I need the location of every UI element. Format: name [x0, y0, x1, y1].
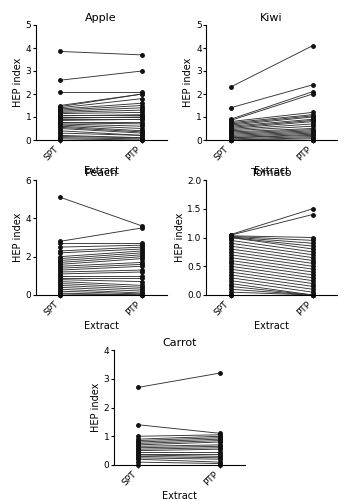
- X-axis label: Extract: Extract: [254, 322, 289, 332]
- X-axis label: Extract: Extract: [84, 166, 119, 176]
- Y-axis label: HEP index: HEP index: [13, 213, 23, 262]
- Title: Apple: Apple: [85, 13, 117, 23]
- Title: Tomato: Tomato: [251, 168, 292, 178]
- Y-axis label: HEP index: HEP index: [183, 58, 193, 107]
- X-axis label: Extract: Extract: [254, 166, 289, 176]
- Y-axis label: HEP index: HEP index: [13, 58, 23, 107]
- Y-axis label: HEP index: HEP index: [175, 213, 185, 262]
- X-axis label: Extract: Extract: [162, 492, 197, 500]
- Y-axis label: HEP index: HEP index: [91, 383, 101, 432]
- Title: Kiwi: Kiwi: [260, 13, 283, 23]
- Title: Carrot: Carrot: [162, 338, 197, 348]
- X-axis label: Extract: Extract: [84, 322, 119, 332]
- Title: Peach: Peach: [84, 168, 118, 178]
